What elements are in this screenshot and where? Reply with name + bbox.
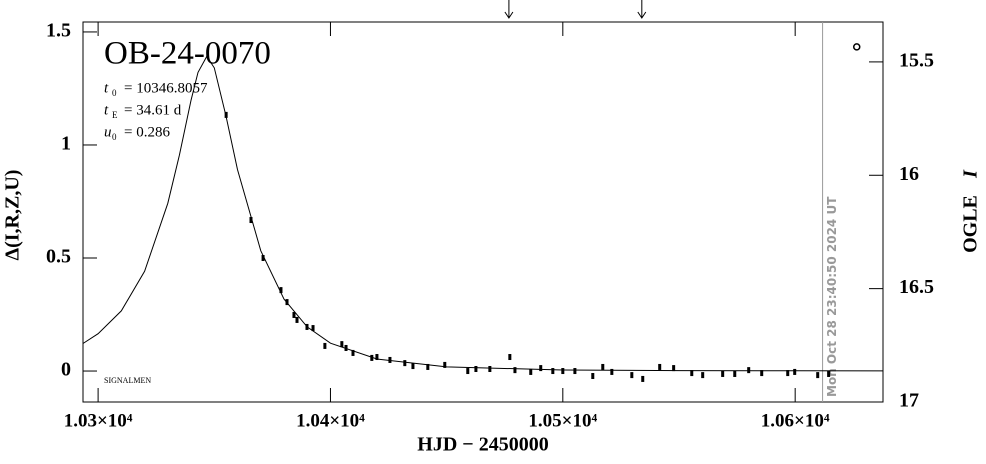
plot-frame [82,21,884,403]
data-point [733,370,737,377]
data-point [351,349,355,356]
data-point [388,356,392,363]
y2-axis-label: OGLE I [960,169,982,253]
x-axis-label: HJD − 2450000 [417,434,548,456]
data-point [403,360,407,367]
param-value: = 0.286 [124,124,170,140]
param-subscript: 0 [112,88,117,98]
y2-tick-label: 15.5 [899,49,934,71]
y-axis-label: Δ(I,R,Z,U) [2,170,24,261]
data-point [601,363,605,370]
param-value: = 10346.8057 [124,80,208,96]
data-point [539,365,543,372]
chart-title: OB-24-0070 [104,36,271,72]
param-symbol: t [104,80,109,96]
data-point [551,368,555,375]
date-line-label: Mon Oct 28 23:40:50 2024 UT [825,196,839,397]
data-point [370,354,374,361]
data-point [672,365,676,372]
data-point [474,365,478,372]
x-tick-label: 1.05×10⁴ [528,410,597,431]
data-point [344,344,348,351]
model-curve [82,55,884,372]
x-tick-label: 1.06×10⁴ [761,410,830,431]
y-tick-label: 0.5 [46,246,71,268]
data-point [375,354,379,361]
data-point [261,255,265,262]
event-arrow [637,0,647,19]
data-point [658,363,662,370]
y-tick-label: 1.5 [46,20,71,42]
data-point [561,368,565,375]
y-tick-label: 1 [61,133,71,155]
data-point [573,368,577,375]
data-point [591,373,595,380]
data-point [466,368,470,375]
y2-tick-label: 16 [899,163,919,185]
param-subscript: 0 [112,132,117,142]
data-point [760,370,764,377]
y-tick-label: 0 [61,359,71,381]
data-point [411,363,415,370]
x-tick-label: 1.03×10⁴ [64,410,133,431]
y2-axis-label-italic: I [960,169,982,179]
data-point [295,316,299,323]
param-value: = 34.61 d [124,102,182,118]
data-point [285,299,289,306]
data-point [641,375,645,382]
data-point [690,370,694,377]
footer-label: SIGNALMEN [104,376,151,385]
data-point [249,217,253,224]
data-point [311,325,315,332]
data-point [340,341,344,348]
data-point [747,367,751,374]
data-point [224,111,228,118]
y2-tick-label: 17 [899,390,919,412]
data-point [443,361,447,368]
data-point [827,370,831,377]
data-point [279,287,283,294]
param-symbol: u [104,124,112,140]
x-tick-label: 1.04×10⁴ [296,410,365,431]
data-point [816,372,820,379]
data-point [630,372,634,379]
data-point [513,367,517,374]
y2-axis-label-text: OGLE [960,195,982,253]
data-point [508,354,512,361]
param-symbol: t [104,102,109,118]
data-point [323,342,327,349]
data-point [488,365,492,372]
y2-tick-label: 16.5 [899,276,934,298]
data-point [721,370,725,377]
event-arrow [504,0,514,19]
data-point [529,368,533,375]
data-point [292,311,296,318]
data-point [701,372,705,379]
current-point [852,43,861,51]
data-point [610,368,614,375]
data-point [305,323,309,330]
data-point [793,368,797,375]
data-point [786,370,790,377]
param-subscript: E [112,110,118,120]
data-point [426,363,430,370]
